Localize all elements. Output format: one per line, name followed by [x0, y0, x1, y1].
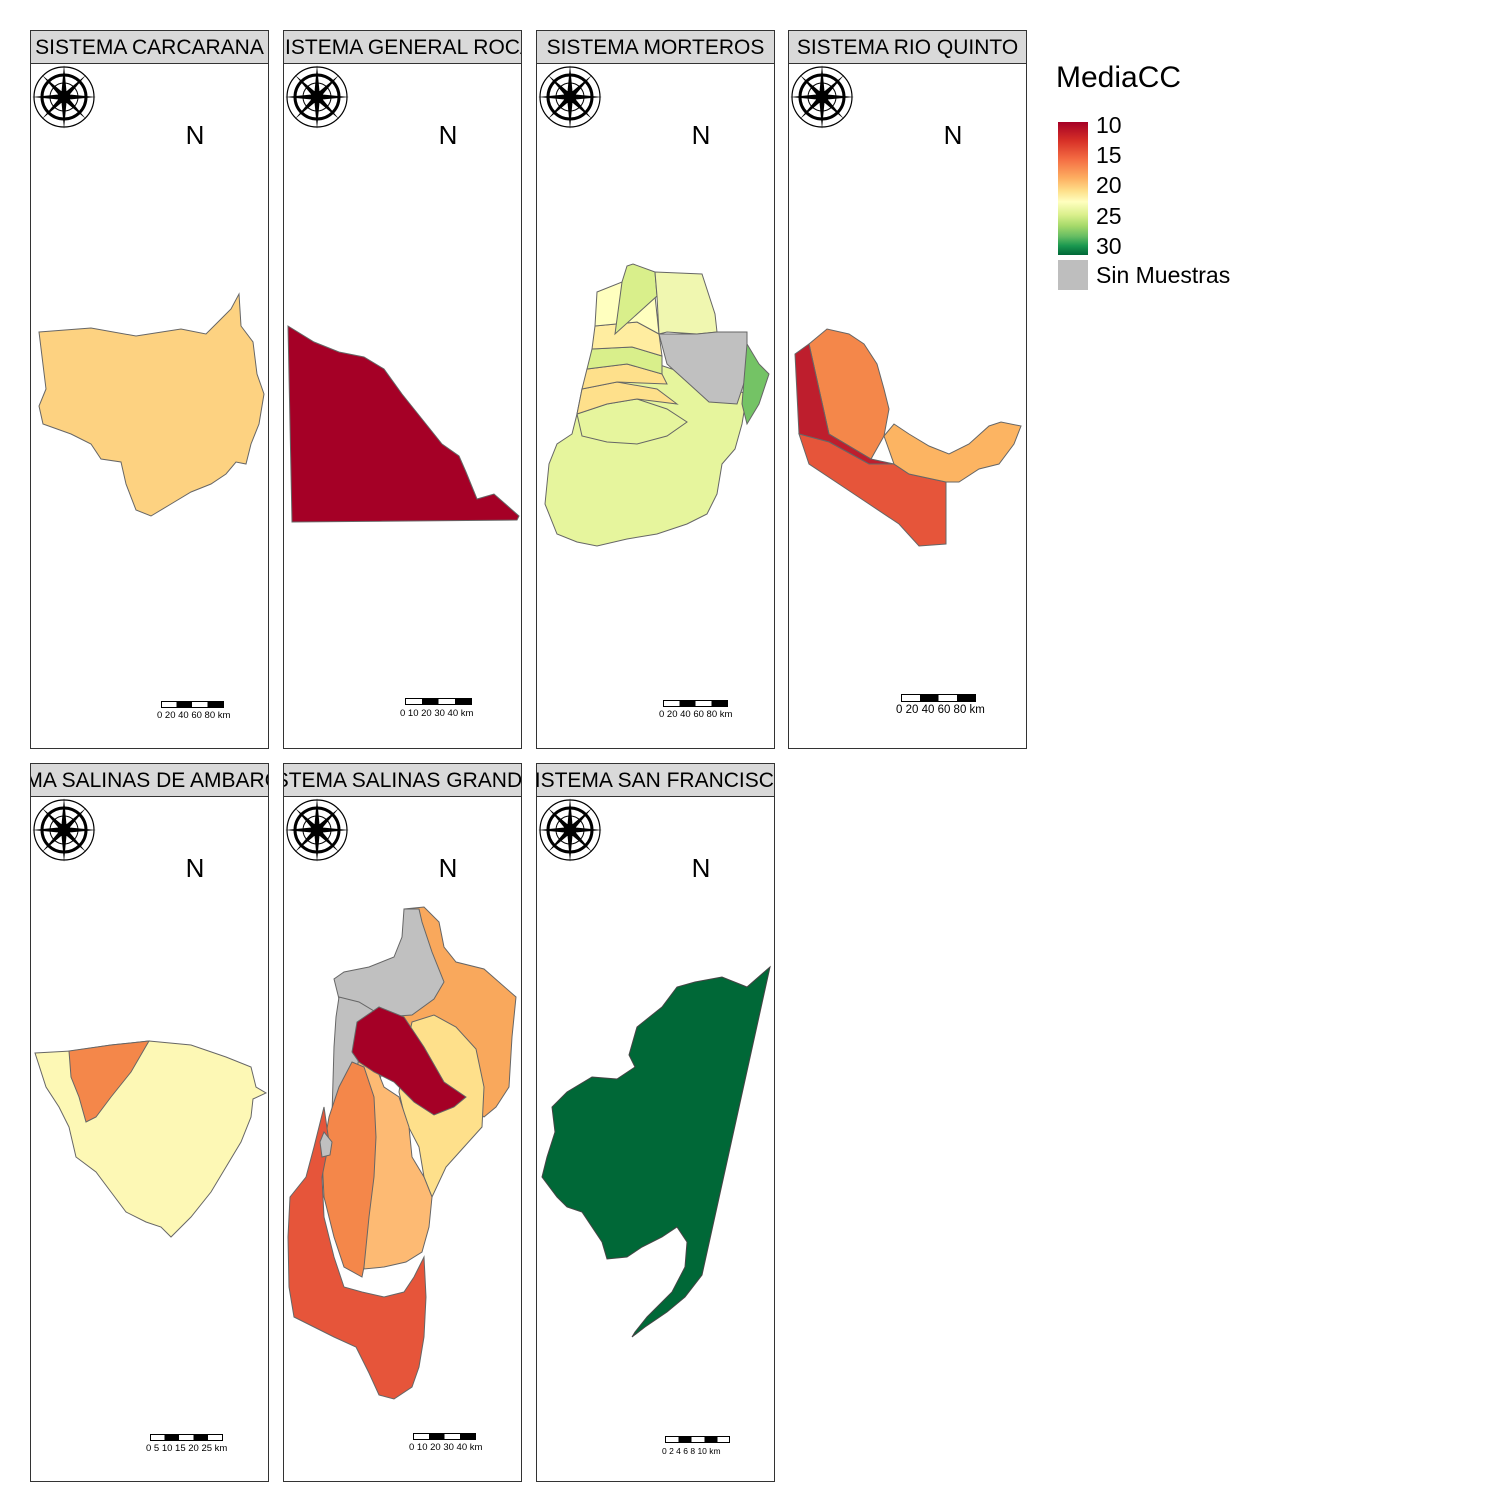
compass-rose-icon: [790, 65, 854, 129]
facet-strip: SISTEMA RIO QUINTO: [788, 30, 1027, 64]
region-polygon: [741, 342, 770, 426]
scale-bar-labels: 0 20 40 60 80 km: [659, 709, 733, 720]
scale-bar: [665, 1436, 730, 1443]
region-polygon: [68, 1040, 150, 1123]
compass-rose-icon: [285, 65, 349, 129]
legend-tick-label: 10: [1096, 112, 1122, 138]
compass-rose-icon: [32, 798, 96, 862]
legend-tick-label: 30: [1096, 233, 1122, 259]
region-polygon: [287, 325, 520, 523]
north-arrow-label: N: [438, 853, 458, 883]
north-arrow-label: N: [691, 120, 711, 150]
legend-colorbar: [1058, 122, 1088, 255]
facet-panel-rio-quinto: SISTEMA RIO QUINTO N 0 20 40 60 80 km: [788, 30, 1027, 749]
facet-title: SISTEMA RIO QUINTO: [796, 36, 1019, 59]
facet-title: SISTEMA MORTEROS: [546, 36, 765, 59]
facet-strip: SISTEMA SALINAS DE AMBARGASTA: [30, 763, 269, 797]
legend: MediaCC 10 15 20 25 30 Sin Muestras: [1056, 61, 1230, 290]
region-polygon: [319, 1131, 333, 1158]
region-polygon: [798, 433, 947, 547]
legend-no-data-label: Sin Muestras: [1096, 262, 1231, 288]
scale-bar: [901, 694, 976, 702]
map-frame: N 0 10 20 30 40 km: [283, 796, 522, 1482]
facet-panel-morteros: SISTEMA MORTEROS N 0 20 40 60 80 km: [536, 30, 775, 749]
legend-no-data-swatch: [1058, 260, 1088, 290]
facet-strip: SISTEMA MORTEROS: [536, 30, 775, 64]
facet-panel-salinas-grandes: SISTEMA SALINAS GRANDES N 0 10 20 30 40 …: [283, 763, 522, 1482]
facet-panel-general-roca: SISTEMA GENERAL ROCA N 0 10 20 30 40 km: [283, 30, 522, 749]
map-polygons: [794, 328, 1022, 547]
map-frame: N 0 10 20 30 40 km: [283, 63, 522, 749]
facet-panel-san-francisco: SISTEMA SAN FRANCISCO N 0 2 4 6 8 10 km: [536, 763, 775, 1482]
scale-bar-labels: 0 10 20 30 40 km: [409, 1442, 483, 1453]
map-frame: N 0 20 40 60 80 km: [30, 63, 269, 749]
facet-title: SISTEMA SALINAS DE AMBARGASTA: [31, 769, 268, 792]
legend-title: MediaCC: [1056, 61, 1182, 94]
legend-tick-label: 25: [1096, 203, 1122, 229]
map-polygons: [34, 1040, 268, 1238]
map-polygons: [38, 292, 265, 517]
region-polygon: [34, 1040, 268, 1238]
facet-title: SISTEMA SAN FRANCISCO: [536, 769, 774, 792]
facet-panel-salinas-de-ambargasta: SISTEMA SALINAS DE AMBARGASTA N 0 5 10 1…: [30, 763, 269, 1482]
facet-strip: SISTEMA SAN FRANCISCO: [536, 763, 775, 797]
facet-title: SISTEMA SALINAS GRANDES: [284, 769, 522, 792]
north-arrow-label: N: [943, 120, 963, 150]
compass-rose-icon: [538, 65, 602, 129]
facet-panel-carcarana: SISTEMA CARCARANA N 0 20 40 60 80 km: [30, 30, 269, 749]
map-frame: N 0 5 10 15 20 25 km: [30, 796, 269, 1482]
map-frame: N 0 20 40 60 80 km: [788, 63, 1027, 749]
north-arrow-label: N: [691, 853, 711, 883]
legend-tick-label: 15: [1096, 142, 1122, 168]
map-frame: N 0 20 40 60 80 km: [536, 63, 775, 749]
north-arrow-label: N: [185, 853, 205, 883]
map-polygons: [544, 263, 770, 547]
north-arrow-label: N: [438, 120, 458, 150]
facet-strip: SISTEMA SALINAS GRANDES: [283, 763, 522, 797]
facet-strip: SISTEMA CARCARANA: [30, 30, 269, 64]
region-polygon: [883, 421, 1022, 483]
compass-rose-icon: [32, 65, 96, 129]
facet-strip: SISTEMA GENERAL ROCA: [283, 30, 522, 64]
compass-rose-icon: [538, 798, 602, 862]
scale-bar: [405, 698, 472, 705]
region-polygon: [658, 331, 748, 405]
map-polygons: [541, 965, 771, 1338]
map-polygons: [287, 325, 520, 523]
region-polygon: [541, 965, 771, 1338]
map-polygons: [287, 906, 517, 1400]
region-polygon: [654, 271, 718, 335]
legend-tick-label: 20: [1096, 172, 1122, 198]
region-polygon: [351, 1006, 467, 1116]
scale-bar: [663, 700, 728, 707]
facet-title: SISTEMA GENERAL ROCA: [283, 36, 522, 59]
scale-bar-labels: 0 20 40 60 80 km: [157, 710, 231, 721]
map-frame: N 0 2 4 6 8 10 km: [536, 796, 775, 1482]
scale-bar-labels: 0 2 4 6 8 10 km: [662, 1446, 721, 1456]
compass-rose-icon: [285, 798, 349, 862]
scale-bar: [413, 1433, 476, 1440]
scale-bar: [150, 1434, 223, 1441]
region-polygon: [287, 1106, 427, 1400]
north-arrow-label: N: [185, 120, 205, 150]
scale-bar-labels: 0 5 10 15 20 25 km: [146, 1443, 228, 1454]
scale-bar-labels: 0 10 20 30 40 km: [400, 708, 474, 719]
region-polygon: [576, 381, 679, 415]
facet-title: SISTEMA CARCARANA: [35, 36, 264, 59]
region-polygon: [38, 292, 265, 517]
scale-bar: [161, 701, 224, 708]
scale-bar-labels: 0 20 40 60 80 km: [896, 704, 985, 716]
